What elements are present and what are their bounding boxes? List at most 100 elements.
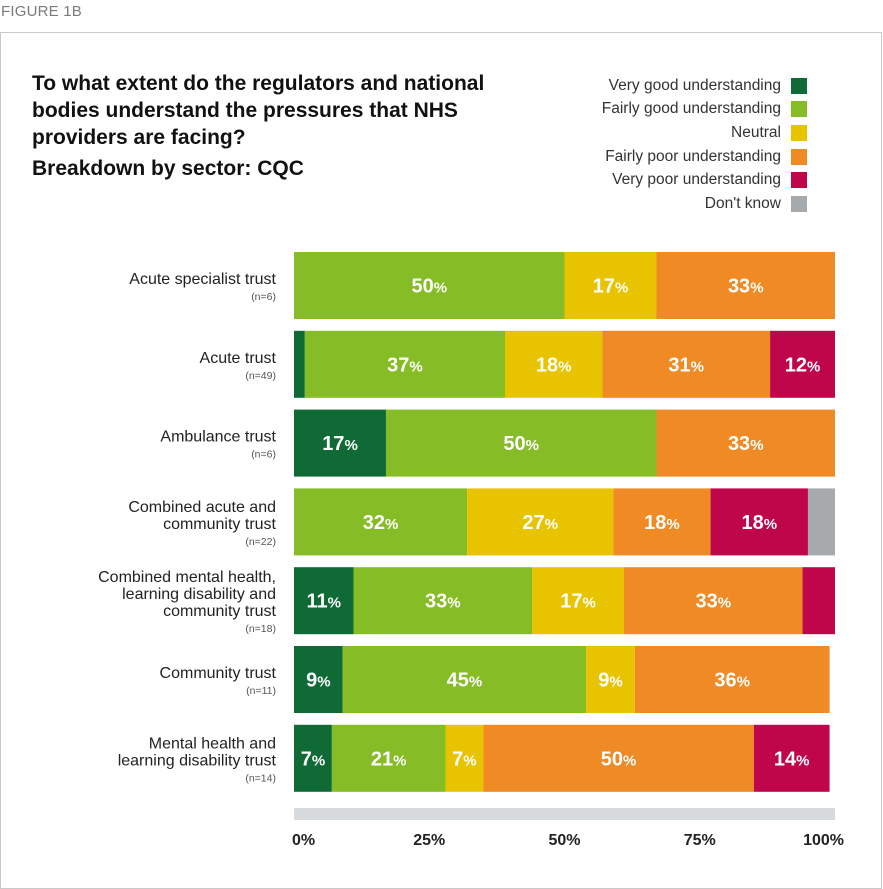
data-label: 14%: [774, 748, 810, 770]
data-label: 33%: [695, 591, 731, 613]
category-n: (n=22): [245, 536, 276, 548]
data-label: 50%: [601, 748, 637, 770]
data-label: 17%: [560, 591, 596, 613]
data-label: 33%: [425, 591, 461, 613]
bar-segment: [294, 646, 343, 713]
data-label: 9%: [306, 670, 330, 692]
category-n: (n=6): [251, 449, 276, 461]
x-tick-label: 100%: [803, 832, 844, 849]
data-label: 18%: [644, 512, 680, 534]
chart-title: To what extent do the regulators and nat…: [32, 72, 485, 149]
bar-segment: [294, 488, 468, 556]
category-label: Ambulance trust: [160, 429, 276, 446]
x-tick-label: 0%: [292, 832, 315, 849]
data-label: 18%: [741, 512, 777, 534]
legend-swatch: [791, 172, 807, 189]
bar-segment: [586, 646, 635, 713]
category-label: learning disability trust: [118, 752, 277, 769]
legend-item: Don't know: [602, 192, 807, 216]
bar-segment: [613, 488, 711, 556]
data-label: 18%: [536, 354, 572, 376]
bar-segment: [294, 330, 305, 398]
data-label: 50%: [411, 276, 447, 298]
bar-segment: [445, 724, 484, 792]
data-label: 36%: [714, 670, 750, 692]
bar-segment: [342, 646, 587, 713]
x-tick-label: 50%: [548, 832, 580, 849]
data-label: 12%: [785, 354, 821, 376]
legend-item: Very good understanding: [602, 74, 807, 98]
data-label: 7%: [452, 748, 476, 770]
category-n: (n=18): [245, 623, 276, 635]
category-label: Combined mental health,: [98, 569, 276, 586]
legend-label: Neutral: [731, 123, 781, 141]
bar-segment: [807, 488, 835, 556]
chart-legend: Very good understanding Fairly good under…: [602, 74, 807, 216]
legend-label: Very poor understanding: [612, 171, 781, 189]
data-label: 37%: [387, 354, 423, 376]
bar-segment: [294, 567, 354, 635]
bar-segment: [753, 724, 830, 792]
category-label: Mental health and: [149, 735, 276, 752]
data-label: 50%: [503, 433, 539, 455]
legend-label: Don't know: [704, 194, 781, 212]
data-label: 45%: [447, 670, 483, 692]
bar-segment: [624, 567, 803, 635]
data-label: 17%: [322, 433, 358, 455]
x-axis-strip: [294, 808, 835, 820]
legend-swatch: [791, 101, 807, 118]
bar-segment: [602, 330, 771, 398]
data-label: 27%: [522, 512, 558, 534]
data-label: 7%: [301, 748, 325, 770]
legend-swatch: [791, 195, 807, 212]
bar-segment: [532, 567, 625, 635]
category-label: Acute specialist trust: [129, 271, 276, 288]
figure-label: FIGURE 1B: [1, 3, 82, 20]
bar-segment: [656, 409, 835, 477]
legend-item: Very poor understanding: [602, 168, 807, 192]
legend-swatch: [791, 148, 807, 165]
bar-segment: [294, 409, 386, 477]
x-tick-label: 75%: [684, 832, 716, 849]
bar-segment: [385, 409, 657, 477]
legend-item: Fairly good understanding: [602, 98, 807, 122]
bar-segment: [467, 488, 614, 556]
category-label: community trust: [163, 516, 276, 533]
bar-segment: [483, 724, 754, 792]
data-label: 33%: [728, 276, 764, 298]
category-n: (n=14): [245, 772, 276, 784]
category-label: Acute trust: [200, 350, 277, 367]
legend-label: Fairly good understanding: [601, 100, 781, 118]
legend-swatch: [791, 77, 807, 94]
data-label: 17%: [593, 276, 629, 298]
category-n: (n=6): [251, 291, 276, 303]
legend-label: Very good understanding: [608, 76, 781, 94]
data-label: 32%: [363, 512, 399, 534]
category-n: (n=49): [245, 370, 276, 382]
category-label: learning disability and: [122, 586, 276, 603]
bar-segment: [802, 567, 835, 635]
bar-segment: [656, 252, 835, 319]
category-n: (n=11): [246, 685, 276, 697]
bar-segment: [304, 330, 505, 398]
data-label: 31%: [668, 354, 704, 376]
data-label: 9%: [598, 670, 622, 692]
x-tick-label: 25%: [413, 832, 445, 849]
category-label: Combined acute and: [128, 499, 276, 516]
bar-segment: [770, 330, 835, 398]
bar-segment: [294, 724, 332, 792]
bar-segment: [634, 646, 830, 713]
bar-segment: [564, 252, 657, 319]
data-label: 33%: [728, 433, 764, 455]
data-label: 21%: [371, 748, 407, 770]
bar-segment: [294, 252, 565, 319]
legend-label: Fairly poor understanding: [605, 147, 781, 165]
data-label: 11%: [307, 591, 342, 613]
category-label: community trust: [163, 603, 276, 620]
bar-segment: [353, 567, 533, 635]
category-label: Community trust: [160, 665, 277, 682]
bar-segment: [710, 488, 808, 556]
legend-item: Neutral: [602, 121, 807, 145]
bar-segment: [504, 330, 603, 398]
